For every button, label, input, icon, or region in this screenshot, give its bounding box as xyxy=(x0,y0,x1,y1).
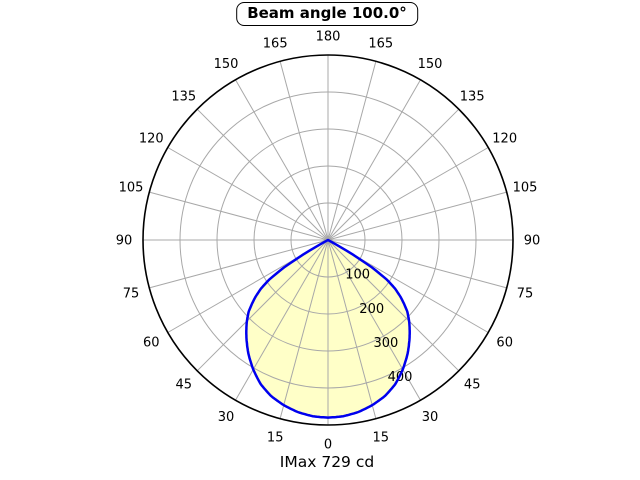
angle-label-75-right: 75 xyxy=(517,286,534,301)
angle-label-120-right: 120 xyxy=(492,132,517,147)
chart-title-box: Beam angle 100.0° xyxy=(236,2,418,26)
angle-spoke-45 xyxy=(327,239,460,372)
angle-spoke-210 xyxy=(235,79,329,241)
angle-label-150-right: 150 xyxy=(418,57,443,72)
angle-spoke-285 xyxy=(149,239,329,289)
angle-label-180: 180 xyxy=(316,30,341,45)
angle-label-15-right: 15 xyxy=(373,431,390,446)
angle-spoke-225 xyxy=(196,108,329,241)
angle-label-135-left: 135 xyxy=(171,89,196,104)
angle-spoke-330 xyxy=(235,239,329,401)
angle-spoke-255 xyxy=(149,191,329,241)
angle-label-30-left: 30 xyxy=(218,410,235,425)
angle-label-105-left: 105 xyxy=(119,181,144,196)
outer-circle xyxy=(142,54,514,426)
angle-spoke-135 xyxy=(327,108,460,241)
angle-label-165-right: 165 xyxy=(368,37,393,52)
angle-label-165-left: 165 xyxy=(263,37,288,52)
angle-spoke-15 xyxy=(327,239,377,419)
angle-label-90-left: 90 xyxy=(116,234,133,249)
angle-spoke-195 xyxy=(279,61,329,241)
angle-spoke-120 xyxy=(327,147,489,241)
angle-label-45-right: 45 xyxy=(464,378,481,393)
angle-spoke-30 xyxy=(327,239,421,401)
angle-spoke-75 xyxy=(327,239,507,289)
angle-label-75-left: 75 xyxy=(123,286,140,301)
angle-spoke-150 xyxy=(327,79,421,241)
imax-annotation: IMax 729 cd xyxy=(279,453,375,471)
chart-title: Beam angle 100.0° xyxy=(247,4,407,22)
angle-spoke-105 xyxy=(327,191,507,241)
angle-label-90-right: 90 xyxy=(524,234,541,249)
angle-label-15-left: 15 xyxy=(267,431,284,446)
radial-label-100: 100 xyxy=(345,268,370,283)
angle-label-135-right: 135 xyxy=(460,89,485,104)
angle-label-45-left: 45 xyxy=(176,378,193,393)
angle-label-150-left: 150 xyxy=(214,57,239,72)
angle-label-105-right: 105 xyxy=(513,181,538,196)
angle-spoke-165 xyxy=(327,61,377,241)
angle-label-0: 0 xyxy=(324,438,332,453)
angle-spoke-315 xyxy=(196,239,329,372)
radial-label-300: 300 xyxy=(374,336,399,351)
angle-spoke-345 xyxy=(279,239,329,419)
angle-label-30-right: 30 xyxy=(422,410,439,425)
angle-spoke-240 xyxy=(167,147,329,241)
angle-label-120-left: 120 xyxy=(139,132,164,147)
angle-label-60-left: 60 xyxy=(143,336,160,351)
beam-curve xyxy=(245,238,411,419)
radial-label-200: 200 xyxy=(359,302,384,317)
angle-label-60-right: 60 xyxy=(496,336,513,351)
